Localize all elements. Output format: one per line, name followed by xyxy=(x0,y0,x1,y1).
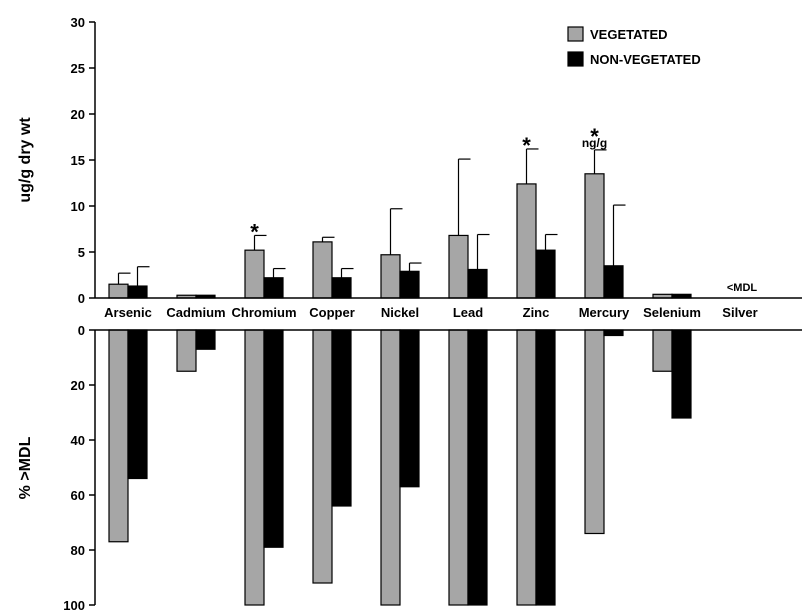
tick-label-bottom-60: 60 xyxy=(71,488,85,503)
legend-label-vegetated: VEGETATED xyxy=(590,27,668,42)
bar-bottom-vegetated-lead xyxy=(448,329,469,606)
significance-star-chromium: * xyxy=(250,219,259,244)
category-label-mercury: Mercury xyxy=(579,305,630,320)
bar-bottom-vegetated-cadmium xyxy=(176,329,197,372)
annotation-mdl: <MDL xyxy=(727,282,758,294)
category-label-selenium: Selenium xyxy=(643,305,701,320)
tick-label-top-30: 30 xyxy=(71,15,85,30)
bar-bottom-nonvegetated-chromium xyxy=(263,329,284,548)
tick-label-top-0: 0 xyxy=(78,291,85,306)
tick-label-top-5: 5 xyxy=(78,245,85,260)
category-label-chromium: Chromium xyxy=(232,305,297,320)
category-label-lead: Lead xyxy=(453,305,483,320)
tick-label-bottom-100: 100 xyxy=(63,598,85,613)
bar-top-nonvegetated-chromium xyxy=(263,277,284,299)
error-bars-layer xyxy=(117,148,626,287)
y-axis-title-top: ug/g dry wt xyxy=(17,117,34,203)
category-label-arsenic: Arsenic xyxy=(104,305,152,320)
category-label-nickel: Nickel xyxy=(381,305,419,320)
bar-bottom-nonvegetated-selenium xyxy=(671,329,692,419)
bar-bottom-vegetated-zinc xyxy=(516,329,537,606)
significance-star-mercury: * xyxy=(590,124,599,149)
y-axis-title-bottom: % >MDL xyxy=(17,436,34,499)
tick-label-top-15: 15 xyxy=(71,153,85,168)
bar-top-vegetated-chromium xyxy=(244,249,265,299)
legend: VEGETATED NON-VEGETATED xyxy=(567,26,701,67)
bar-bottom-vegetated-arsenic xyxy=(108,329,129,543)
bar-bottom-vegetated-mercury xyxy=(584,329,605,535)
bar-top-vegetated-mercury xyxy=(584,173,605,299)
bar-bottom-nonvegetated-arsenic xyxy=(127,329,148,480)
bar-bottom-vegetated-nickel xyxy=(380,329,401,606)
annotation-ng-g: ng/g xyxy=(582,136,607,150)
bars-layer xyxy=(108,173,692,606)
tick-label-bottom-0: 0 xyxy=(78,323,85,338)
category-label-cadmium: Cadmium xyxy=(166,305,225,320)
bar-bottom-nonvegetated-zinc xyxy=(535,329,556,606)
legend-swatch-vegetated xyxy=(567,26,584,42)
tick-label-bottom-20: 20 xyxy=(71,378,85,393)
tick-label-top-25: 25 xyxy=(71,61,85,76)
bar-top-vegetated-copper xyxy=(312,241,333,299)
tick-label-bottom-80: 80 xyxy=(71,543,85,558)
bar-bottom-vegetated-selenium xyxy=(652,329,673,372)
legend-swatch-non-vegetated xyxy=(567,51,584,67)
bar-top-vegetated-lead xyxy=(448,234,469,299)
tick-label-top-10: 10 xyxy=(71,199,85,214)
labels-layer: Arsenic Cadmium Chromium * Copper Nickel Lead Z… xyxy=(17,15,758,613)
bar-bottom-nonvegetated-lead xyxy=(467,329,488,606)
bar-bottom-nonvegetated-copper xyxy=(331,329,352,507)
bar-bottom-nonvegetated-nickel xyxy=(399,329,420,488)
bar-top-nonvegetated-lead xyxy=(467,268,488,299)
bar-bottom-vegetated-copper xyxy=(312,329,333,584)
bar-top-vegetated-zinc xyxy=(516,183,537,299)
tick-label-top-20: 20 xyxy=(71,107,85,122)
bar-bottom-vegetated-chromium xyxy=(244,329,265,606)
bar-top-vegetated-arsenic xyxy=(108,283,129,299)
bar-top-nonvegetated-zinc xyxy=(535,249,556,299)
bar-bottom-nonvegetated-mercury xyxy=(603,329,624,337)
bar-top-vegetated-nickel xyxy=(380,254,401,299)
category-label-zinc: Zinc xyxy=(523,305,550,320)
category-label-copper: Copper xyxy=(309,305,355,320)
bar-top-nonvegetated-nickel xyxy=(399,270,420,299)
axes-layer xyxy=(89,21,802,606)
bar-top-nonvegetated-copper xyxy=(331,277,352,299)
legend-label-non-vegetated: NON-VEGETATED xyxy=(590,52,701,67)
significance-star-zinc: * xyxy=(522,133,531,158)
bar-bottom-nonvegetated-cadmium xyxy=(195,329,216,350)
category-label-silver: Silver xyxy=(722,305,757,320)
bar-top-nonvegetated-mercury xyxy=(603,265,624,299)
bar-top-nonvegetated-arsenic xyxy=(127,285,148,299)
tick-label-bottom-40: 40 xyxy=(71,433,85,448)
